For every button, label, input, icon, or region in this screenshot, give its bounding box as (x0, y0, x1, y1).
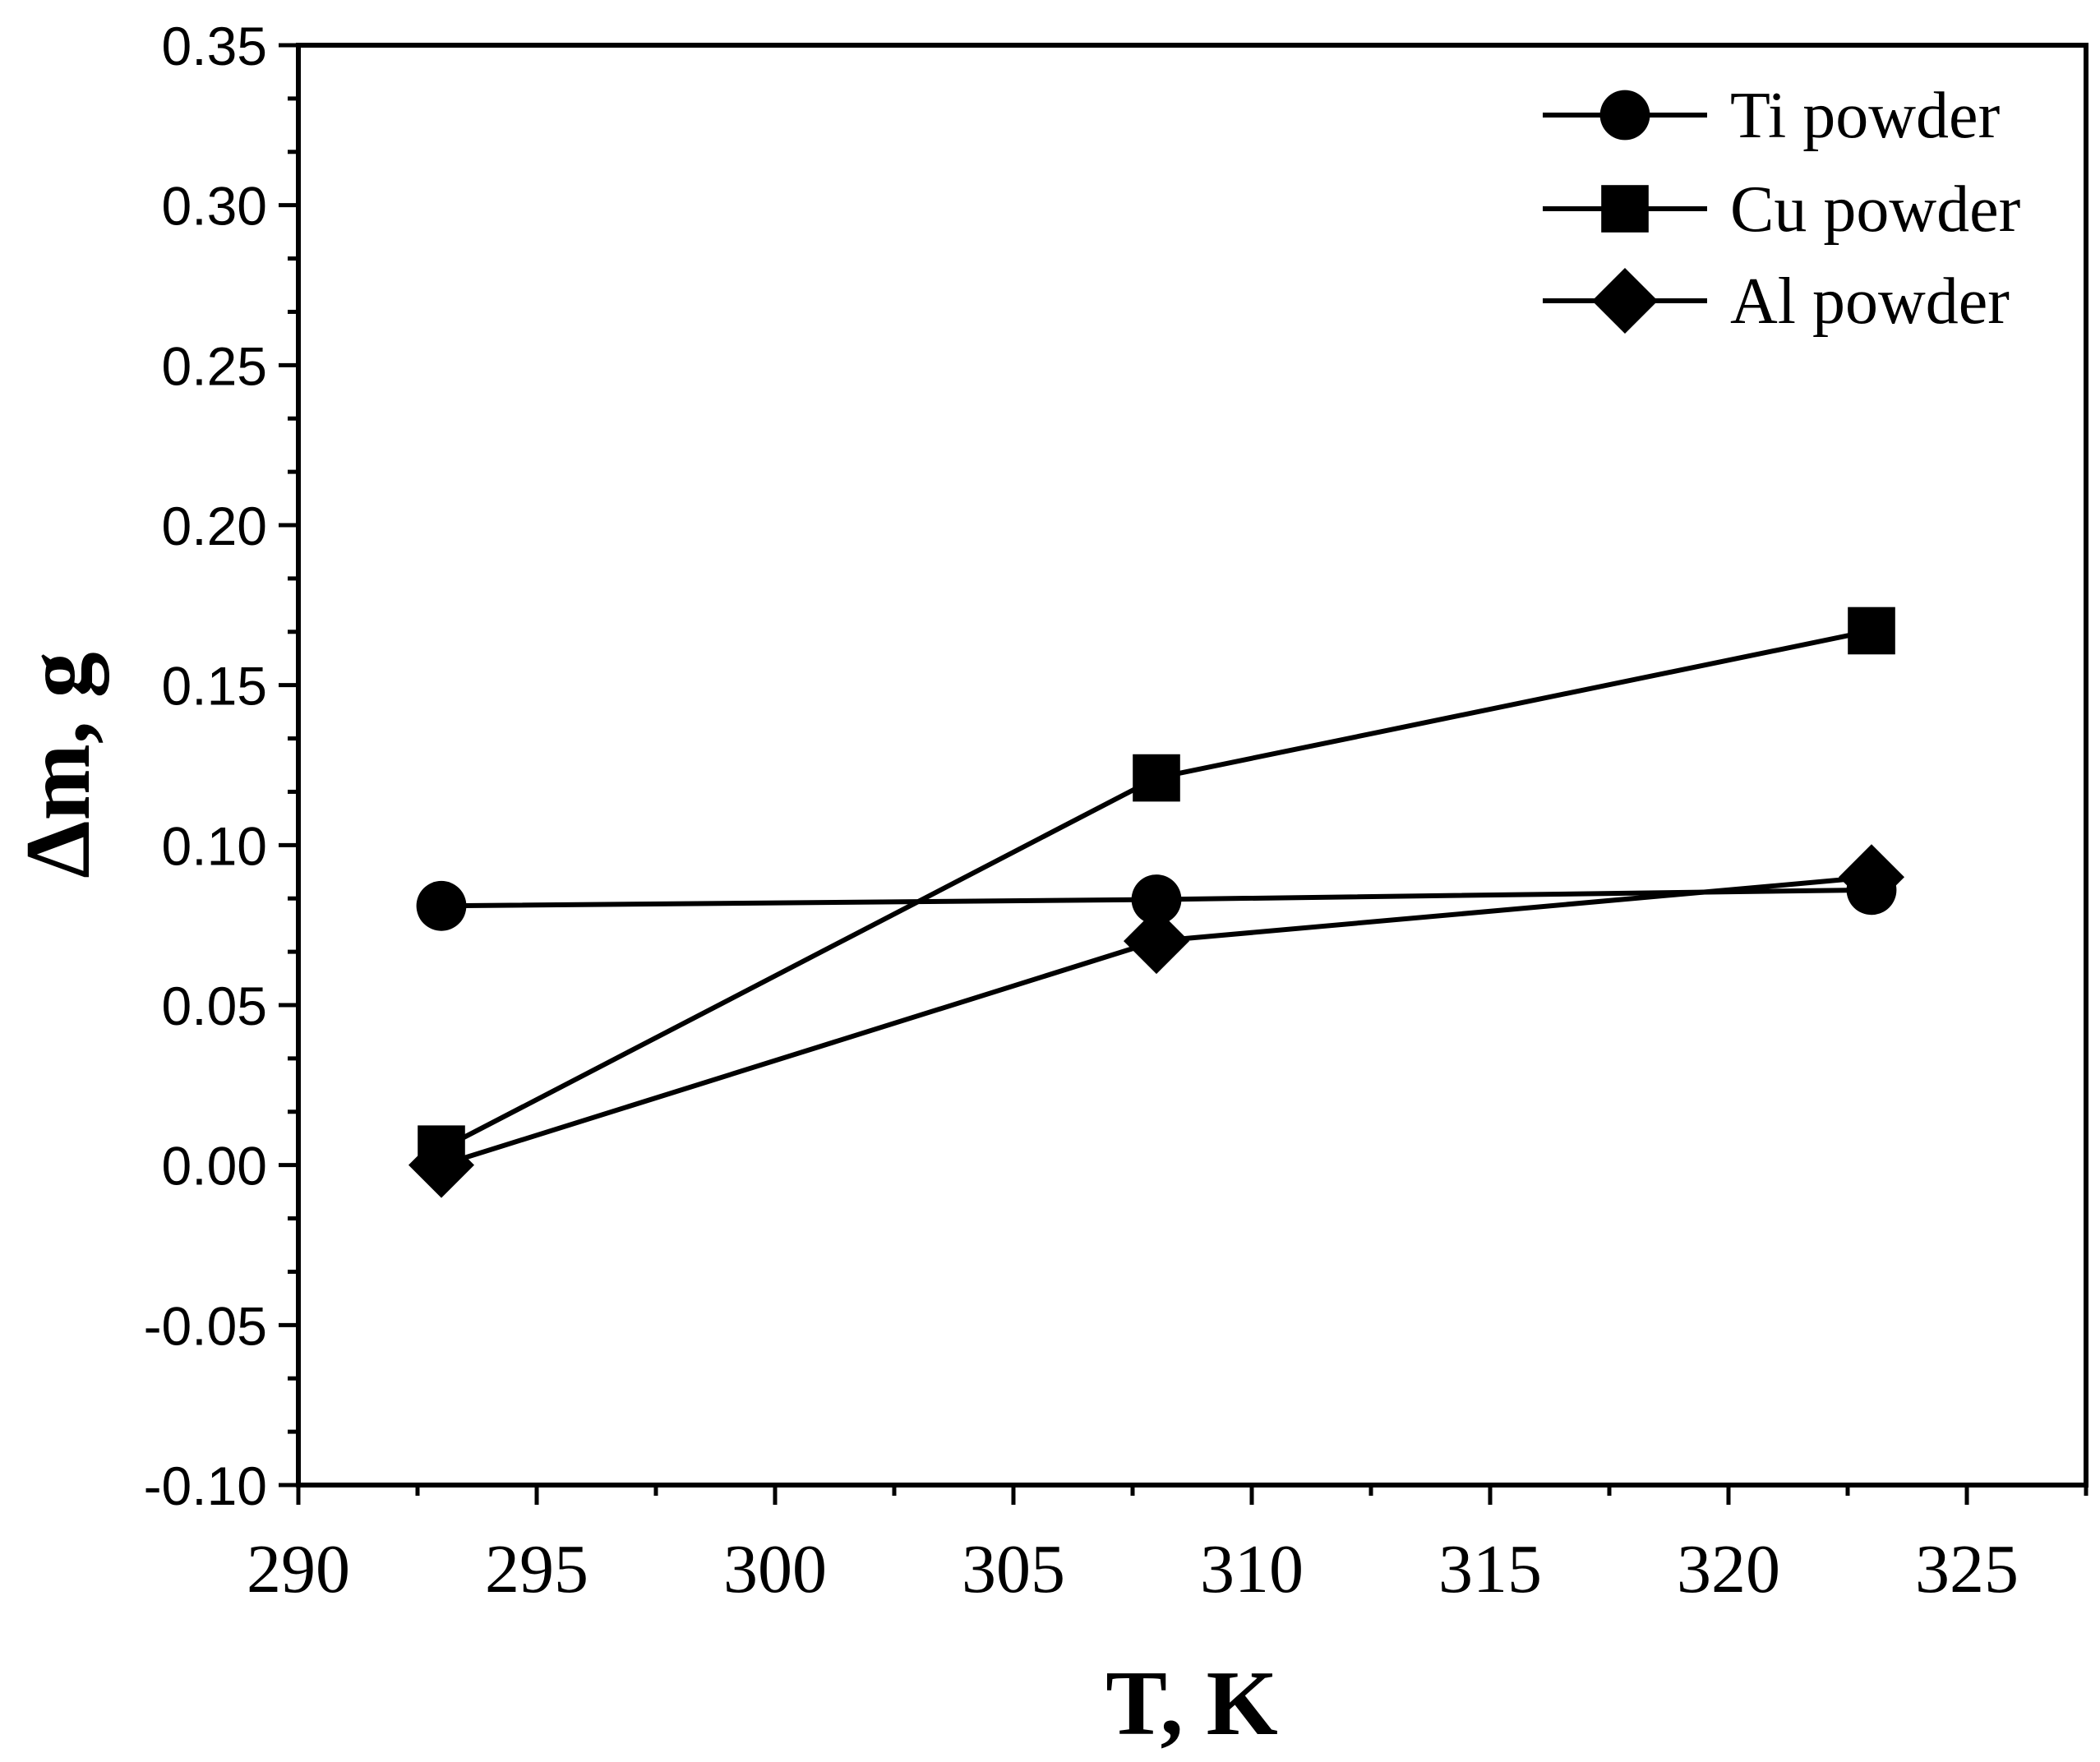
x-tick-label: 295 (485, 1531, 588, 1607)
x-tick-label: 300 (723, 1531, 827, 1607)
y-tick-label: 0.05 (162, 976, 267, 1036)
ti-powder-point (416, 880, 467, 931)
x-tick-label: 315 (1438, 1531, 1542, 1607)
cu-powder-point (1848, 607, 1895, 655)
y-tick-label: 0.35 (162, 16, 267, 76)
al-powder-point (1839, 844, 1904, 911)
x-tick-label: 325 (1915, 1531, 2019, 1607)
al-powder-point (408, 1132, 474, 1198)
ti-powder-point (1131, 874, 1182, 925)
cu-powder-point (1133, 754, 1180, 802)
axis-ticks: -0.10 -0.05 0.00 0.05 0.10 0.15 0.20 0.25 0.30 0.… (144, 16, 2088, 1607)
y-tick-label: 0.00 (162, 1136, 267, 1197)
x-axis-title: T, K (1105, 1653, 1278, 1755)
ti-powder-legend-marker (1599, 90, 1650, 141)
y-tick-label: 0.25 (162, 335, 267, 396)
al-powder-legend-marker (1592, 268, 1658, 334)
y-tick-label: 0.15 (162, 656, 267, 717)
ti-powder-legend-label: Ti powder (1730, 80, 2000, 152)
legend: Ti powder Cu powder Al powder (1543, 80, 2020, 338)
y-tick-label: -0.05 (144, 1295, 267, 1356)
x-tick-label: 320 (1677, 1531, 1780, 1607)
y-tick-label: 0.30 (162, 176, 267, 237)
series-layer (408, 607, 1904, 1198)
y-tick-label: 0.10 (162, 815, 267, 876)
cu-powder-legend-label: Cu powder (1730, 173, 2020, 246)
x-tick-label: 310 (1200, 1531, 1304, 1607)
al-powder-legend-label: Al powder (1730, 265, 2010, 338)
y-tick-label: 0.20 (162, 496, 267, 556)
al-powder-point (1124, 908, 1189, 975)
x-tick-label: 290 (247, 1531, 350, 1607)
plot-frame (296, 43, 2088, 1488)
x-tick-label: 305 (962, 1531, 1065, 1607)
cu-powder-legend-marker (1601, 185, 1649, 233)
y-tick-label: -0.10 (144, 1455, 267, 1516)
y-axis-title: Δm, g (7, 652, 109, 879)
